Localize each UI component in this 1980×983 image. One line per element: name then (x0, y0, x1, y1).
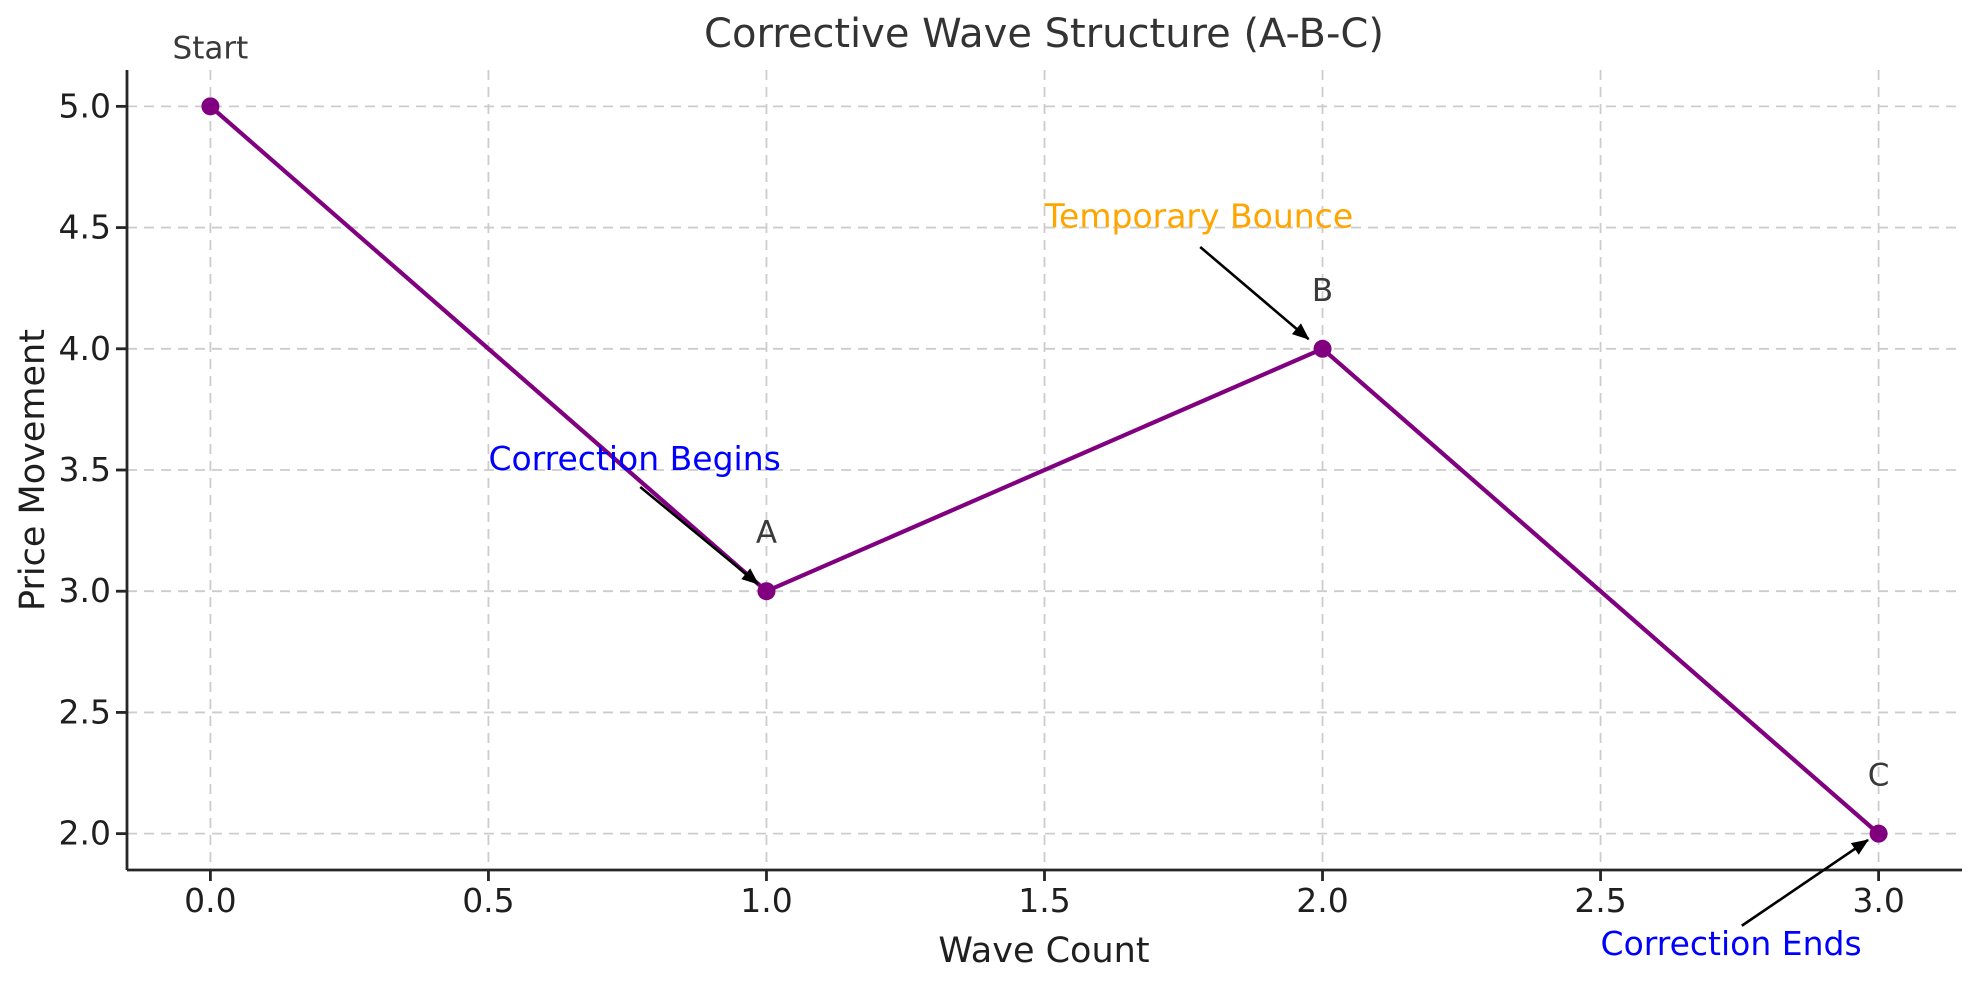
annotation-arrow-correction-ends (1741, 838, 1869, 927)
y-tick-label: 3.5 (59, 450, 111, 489)
y-tick-label: 2.5 (59, 692, 111, 731)
y-tick-label: 4.0 (59, 329, 111, 368)
x-tick-label: 0.5 (462, 881, 514, 920)
annotation-text-temporary-bounce: Temporary Bounce (1044, 197, 1354, 236)
data-point-B (1313, 339, 1332, 358)
annotation-arrow-temporary-bounce (1199, 245, 1310, 341)
tick-layer: 0.0 0.5 1.0 1.5 2.0 2.5 3.0 2.0 2.5 3.0 3.5 4.0 4.5 5… (59, 86, 1905, 920)
point-label-Start: Start (173, 30, 249, 66)
x-tick-label: 0.0 (184, 881, 236, 920)
annotation-arrow-correction-begins (639, 485, 759, 585)
y-tick-label: 5.0 (59, 86, 111, 125)
point-label-A: A (756, 515, 777, 551)
x-axis-label: Wave Count (938, 931, 1149, 971)
x-tick-label: 3.0 (1852, 881, 1904, 920)
chart-title: Corrective Wave Structure (A-B-C) (704, 11, 1384, 57)
data-point-C (1869, 824, 1888, 843)
x-tick-label: 1.5 (1018, 881, 1070, 920)
annotation-text-correction-ends: Correction Ends (1601, 924, 1862, 963)
series-layer: Start A B C (173, 30, 1890, 843)
series-line-corrective-wave (208, 104, 1881, 836)
annotation-layer: Correction Begins Temporary Bounce Correct… (488, 197, 1869, 963)
y-tick-label: 4.5 (59, 208, 111, 247)
data-point-A (757, 582, 776, 601)
point-label-C: C (1868, 758, 1890, 794)
point-label-B: B (1312, 273, 1333, 309)
x-tick-label: 1.0 (740, 881, 792, 920)
x-tick-label: 2.5 (1574, 881, 1626, 920)
annotation-text-correction-begins: Correction Begins (488, 439, 780, 478)
data-point-Start (201, 97, 220, 116)
y-tick-label: 2.0 (59, 814, 111, 853)
y-tick-label: 3.0 (59, 571, 111, 610)
y-axis-label: Price Movement (13, 329, 53, 611)
x-tick-label: 2.0 (1296, 881, 1348, 920)
